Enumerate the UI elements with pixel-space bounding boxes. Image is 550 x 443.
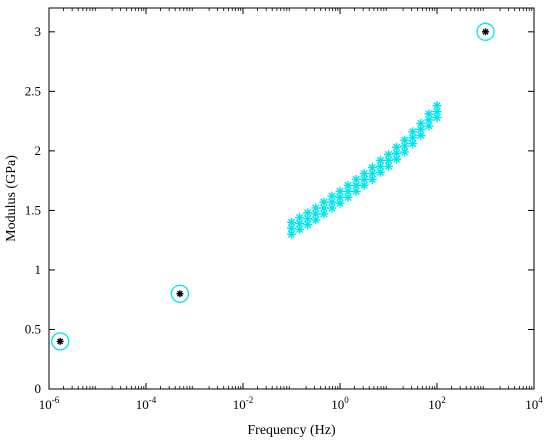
x-tick-label: 104	[525, 395, 543, 412]
y-tick-label: 1.5	[25, 202, 41, 217]
data-point-cyan	[392, 148, 402, 158]
data-point-black	[56, 337, 64, 345]
data-point-cyan	[287, 217, 296, 227]
highlight-ring	[51, 332, 70, 351]
data-marks	[51, 22, 495, 351]
data-point-cyan	[367, 163, 377, 173]
data-point-black	[482, 28, 489, 36]
data-point-black	[176, 290, 184, 298]
highlight-ring	[170, 284, 190, 303]
x-tick-label: 10-6	[39, 395, 60, 412]
data-point-cyan	[384, 149, 393, 159]
y-tick-label: 3	[35, 24, 42, 39]
tick-group: 10-6 10-4 10-2 100 102 104 0 0.5 1 1.5 2 2.5 3	[25, 8, 543, 412]
data-point-cyan	[424, 121, 434, 131]
data-point-cyan	[343, 180, 353, 190]
data-point-cyan	[327, 203, 337, 213]
data-point-cyan	[303, 214, 313, 224]
data-point-cyan	[400, 135, 410, 145]
data-point-cyan	[408, 127, 418, 137]
data-point-cyan	[375, 161, 385, 171]
data-point-cyan	[311, 203, 321, 213]
x-tick-label: 10-4	[136, 395, 157, 412]
y-tick-label: 0	[35, 381, 42, 396]
data-point-cyan	[335, 186, 345, 196]
data-point-cyan	[335, 192, 345, 202]
data-point-cyan	[351, 180, 361, 190]
data-point-cyan	[327, 191, 337, 201]
x-tick-label: 10-2	[233, 395, 254, 412]
data-point-cyan	[375, 155, 385, 165]
data-point-cyan	[303, 208, 313, 218]
x-axis-label: Frequency (Hz)	[247, 423, 336, 438]
data-point-cyan	[295, 224, 305, 234]
highlight-ring	[476, 22, 495, 41]
data-point-cyan	[424, 109, 434, 119]
x-tick-label: 102	[428, 395, 446, 412]
data-point-cyan	[295, 213, 305, 223]
data-point-cyan	[311, 215, 321, 225]
data-point-cyan	[432, 101, 442, 111]
plot-frame	[48, 7, 535, 390]
data-point-cyan	[416, 118, 426, 128]
data-point-cyan	[392, 142, 402, 152]
data-point-cyan	[319, 209, 329, 219]
data-point-cyan	[359, 168, 369, 178]
y-tick-label: 2.5	[25, 83, 41, 98]
data-point-cyan	[351, 174, 361, 184]
x-tick-label: 100	[331, 395, 349, 412]
y-axis-label: Modulus (GPa)	[4, 155, 19, 242]
data-point-cyan	[416, 130, 426, 140]
data-point-cyan	[319, 197, 329, 207]
data-point-cyan	[359, 174, 369, 184]
data-point-cyan	[384, 161, 393, 171]
y-tick-label: 0.5	[25, 321, 41, 336]
y-tick-label: 1	[35, 262, 42, 277]
data-point-cyan	[400, 141, 410, 151]
y-tick-label: 2	[35, 143, 42, 158]
